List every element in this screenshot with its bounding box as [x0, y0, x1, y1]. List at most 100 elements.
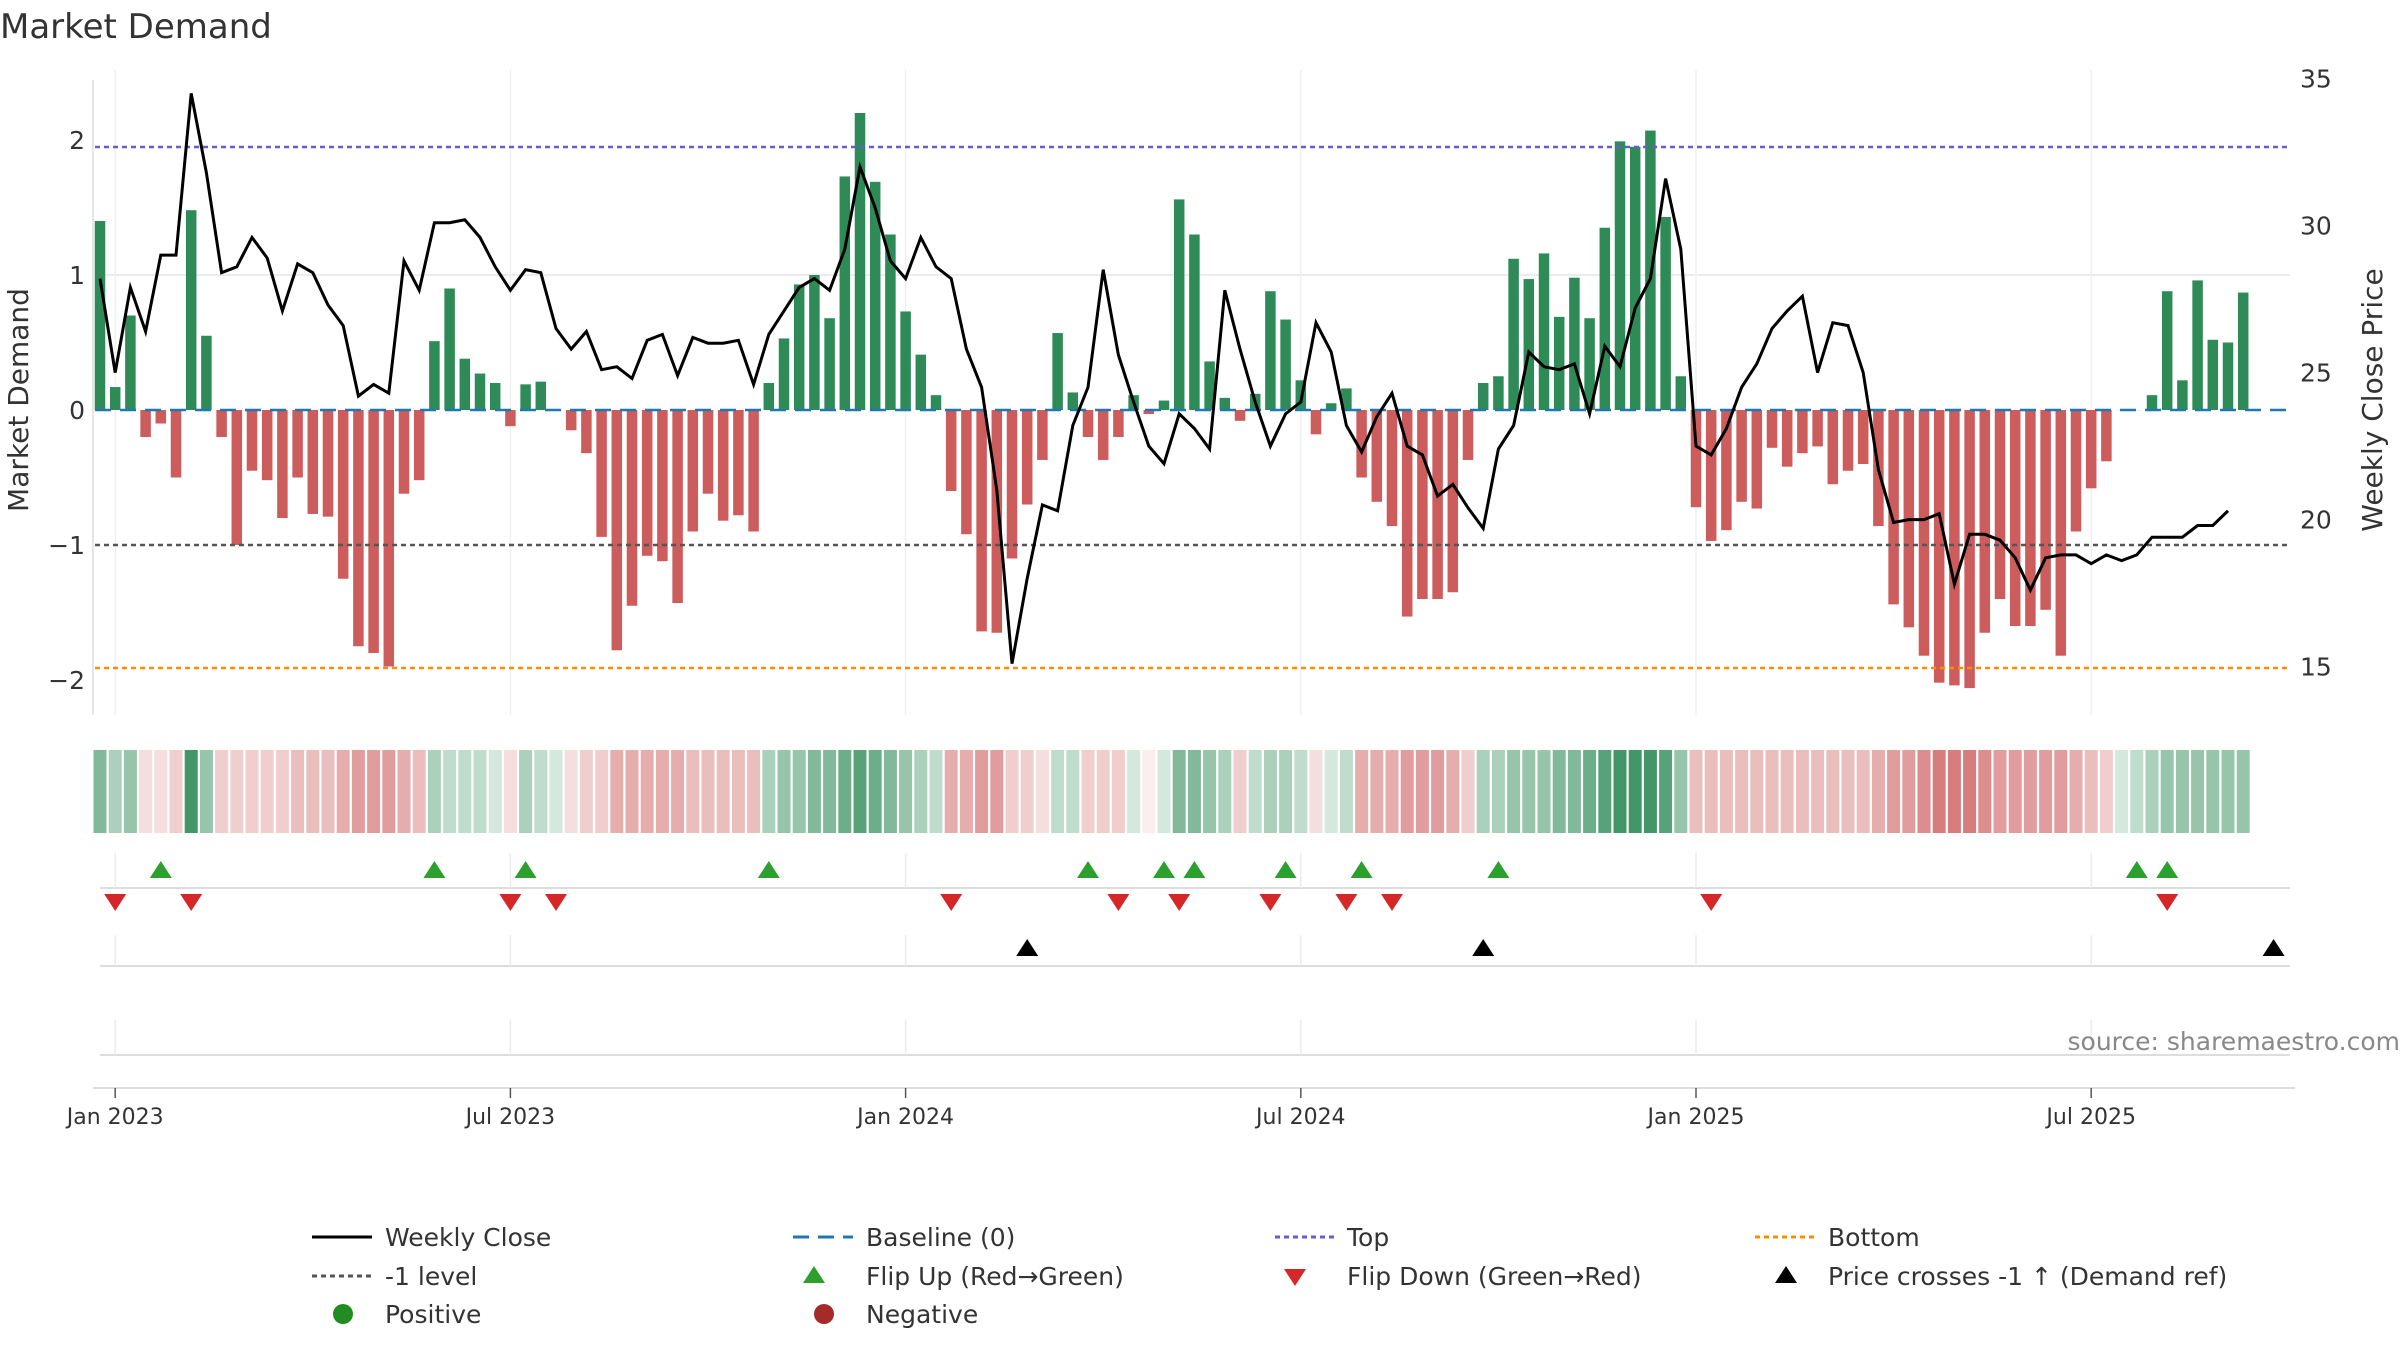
rating-cell [336, 750, 350, 833]
rating-cell [1294, 750, 1308, 833]
flip-up-marker [1274, 861, 1297, 878]
rating-cell [747, 750, 761, 833]
flip-down-marker [940, 894, 963, 911]
legend-flip-down-icon [1284, 1269, 1306, 1286]
rating-cell [306, 750, 320, 833]
demand-bar [778, 338, 790, 410]
rating-cell [1674, 750, 1688, 833]
demand-bar [383, 410, 395, 667]
rating-cell [625, 750, 639, 833]
marker-panels [93, 853, 2295, 1089]
flip-up-marker [2125, 861, 2148, 878]
rating-cell [1780, 750, 1794, 833]
chart-title: Market Demand [0, 7, 272, 47]
demand-bar [581, 410, 592, 454]
rating-cell [1233, 750, 1247, 833]
rating-cell [1522, 750, 1536, 833]
rating-cell [1902, 750, 1916, 833]
demand-bar [1173, 199, 1185, 410]
demand-bar [474, 373, 486, 410]
rating-cell [275, 750, 289, 833]
rating-cell [1856, 750, 1870, 833]
demand-bar [1781, 410, 1793, 467]
rating-cell [503, 750, 517, 833]
demand-bar [839, 176, 851, 410]
rating-cell [1583, 750, 1597, 833]
rating-cell [792, 750, 806, 833]
rating-cell [1355, 750, 1369, 833]
rating-cell [1552, 750, 1566, 833]
rating-cell [2160, 750, 2174, 833]
demand-bar [930, 395, 942, 410]
rating-cell [1142, 750, 1156, 833]
demand-bar [1766, 410, 1778, 448]
rating-cell [1096, 750, 1110, 833]
demand-bar [2085, 410, 2097, 489]
weekly-close-line [98, 93, 2230, 664]
demand-bar [489, 383, 501, 410]
demand-bar [1538, 253, 1550, 410]
demand-bar [1614, 141, 1626, 410]
legend-flip-down: Flip Down (Green→Red) [1347, 1262, 1642, 1291]
rating-cell [245, 750, 259, 833]
right-axis: 15 20 25 30 35 [2300, 65, 2332, 682]
demand-bar [1508, 258, 1519, 410]
demand-bar [2040, 410, 2051, 610]
rating-cell [184, 750, 198, 833]
demand-bar [1660, 216, 1671, 410]
demand-bar [1751, 410, 1763, 509]
rating-cell [1704, 750, 1718, 833]
demand-bar [2070, 410, 2082, 532]
rating-cell [1066, 750, 1080, 833]
demand-bar [1265, 291, 1276, 410]
rating-cell [868, 750, 882, 833]
legend: Weekly Close Baseline (0) Top Bottom -1 … [312, 1223, 2227, 1329]
demand-bar [1523, 279, 1535, 410]
flip-down-marker [104, 894, 127, 911]
rating-cell [1659, 750, 1673, 833]
demand-bar [945, 410, 957, 491]
rating-cell [397, 750, 411, 833]
y2-tick-label: 25 [2300, 359, 2332, 388]
rating-cell [2115, 750, 2129, 833]
demand-bar [155, 410, 167, 424]
y2-tick-label: 15 [2300, 653, 2332, 682]
demand-bar [672, 410, 683, 604]
y2-tick-label: 30 [2300, 212, 2332, 241]
demand-bar [1842, 410, 1854, 471]
flip-down-marker [1168, 894, 1191, 911]
flip-down-marker [1700, 894, 1723, 911]
demand-bar [1021, 410, 1033, 505]
legend-positive: Positive [385, 1300, 481, 1329]
rating-cell [1172, 750, 1186, 833]
demand-bar [687, 410, 699, 532]
rating-cell [291, 750, 305, 833]
demand-bar [793, 284, 805, 410]
rating-cell [564, 750, 578, 833]
demand-bar [1189, 234, 1200, 410]
rating-cell [2039, 750, 2053, 833]
x-tick-label: Jul 2023 [464, 1105, 556, 1130]
demand-bar [1371, 410, 1383, 502]
demand-bar [1356, 410, 1367, 478]
demand-bar [1447, 410, 1459, 593]
x-tick-label: Jul 2024 [1254, 1105, 1346, 1130]
demand-bar [1705, 410, 1717, 541]
rating-cell [1963, 750, 1977, 833]
rating-cell [382, 750, 396, 833]
demand-bar [748, 410, 759, 532]
demand-bar [2237, 292, 2249, 410]
rating-cell [1795, 750, 1809, 833]
rating-cell [519, 750, 533, 833]
demand-bar [1964, 410, 1975, 689]
rating-cell [215, 750, 229, 833]
rating-cell [1598, 750, 1612, 833]
demand-bar [1569, 277, 1580, 410]
rating-cell [1491, 750, 1505, 833]
rating-cell [1507, 750, 1521, 833]
demand-bar [1341, 388, 1352, 410]
demand-bar [261, 410, 273, 481]
demand-bar [1280, 319, 1291, 410]
demand-bar [94, 221, 106, 410]
demand-bar [1721, 410, 1732, 531]
